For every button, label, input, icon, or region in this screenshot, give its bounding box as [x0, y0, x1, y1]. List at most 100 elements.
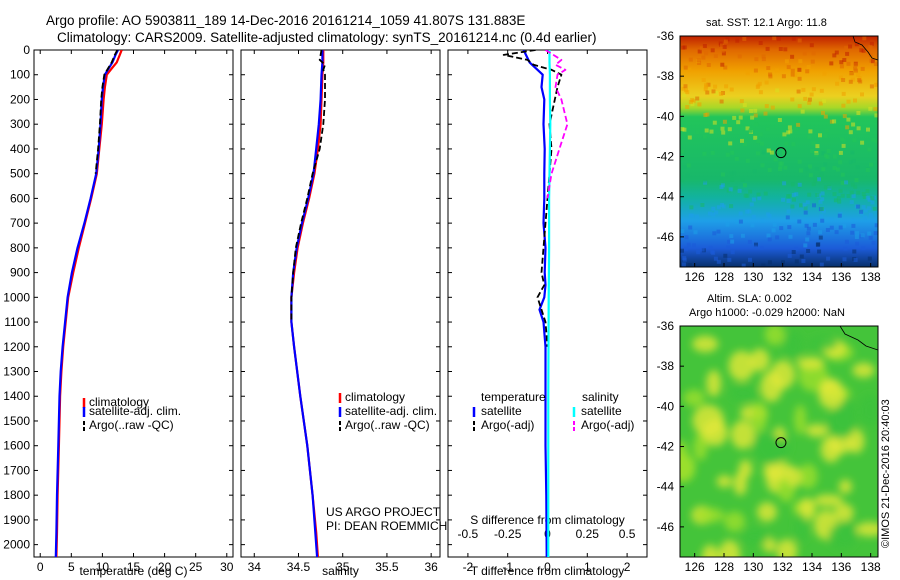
- sst-pixel: [790, 68, 795, 73]
- sst-pixel: [820, 218, 825, 223]
- y-tick-label: 1100: [4, 315, 30, 329]
- sst-pixel: [770, 105, 775, 110]
- sst-pixel: [868, 106, 873, 111]
- sst-pixel: [870, 200, 875, 205]
- sst-pixel: [781, 197, 786, 202]
- sst-pixel: [842, 223, 847, 228]
- sst-pixel: [681, 86, 686, 91]
- map-x-tick-label: 128: [714, 560, 734, 574]
- sst-pixel: [826, 149, 831, 153]
- sst-pixel: [783, 47, 788, 52]
- sst-pixel: [766, 148, 771, 153]
- sst-pixel: [740, 108, 745, 113]
- temperature-series: [54, 50, 123, 557]
- sst-pixel: [833, 198, 838, 203]
- sst-pixel: [719, 91, 724, 96]
- sst-pixel: [687, 135, 692, 140]
- sst-pixel: [734, 219, 739, 224]
- sst-pixel: [805, 69, 810, 74]
- sst-pixel: [706, 63, 711, 67]
- difference-series: [502, 50, 569, 557]
- series-line-temperature-satellite: [522, 50, 548, 557]
- sst-pixel: [716, 229, 721, 234]
- sst-pixel: [832, 165, 837, 170]
- x-tick-label: 2: [624, 560, 631, 574]
- sst-pixel: [686, 163, 691, 168]
- top-tick-label: 0.5: [619, 527, 636, 541]
- temperature-panel: 0 5 10 15 20 25 30 temperature (deg C) 0 100 200 30…: [3, 43, 233, 578]
- sst-pixel: [876, 80, 878, 85]
- sst-pixel: [686, 133, 691, 137]
- y-tick-label: 900: [10, 266, 30, 280]
- sst-pixel: [848, 44, 853, 49]
- sla-blob: [805, 423, 829, 438]
- sst-pixel: [846, 194, 851, 198]
- sst-pixel: [861, 246, 866, 251]
- x-tick-label: 34: [248, 560, 262, 574]
- legend-label-satellite-adj: satellite-adj. clim.: [89, 404, 181, 418]
- sst-pixel: [711, 250, 716, 255]
- sst-pixel: [680, 127, 685, 132]
- salinity-legend: climatology satellite-adj. clim. Argo(..…: [338, 390, 437, 432]
- sst-pixel: [728, 187, 733, 192]
- sst-pixel: [857, 76, 862, 80]
- sst-pixel: [819, 88, 824, 93]
- sst-pixel: [838, 225, 843, 230]
- sst-pixel: [682, 45, 687, 50]
- sst-pixel: [737, 54, 742, 59]
- sst-pixel: [767, 260, 772, 265]
- sst-pixel: [791, 142, 796, 147]
- sst-pixel: [861, 191, 866, 196]
- sst-pixel: [844, 180, 849, 185]
- sla-blob: [858, 394, 878, 426]
- sst-pixel: [860, 233, 865, 238]
- sst-pixel: [745, 158, 750, 163]
- sst-pixel: [707, 211, 712, 216]
- sst-pixel: [712, 231, 717, 236]
- sst-pixel: [761, 263, 766, 267]
- sst-pixel: [873, 118, 878, 123]
- sst-pixel: [781, 265, 786, 267]
- sst-pixel: [838, 160, 843, 165]
- map-y-tick-label: -38: [657, 69, 675, 83]
- sst-pixel: [814, 152, 818, 157]
- sst-pixel: [829, 225, 834, 230]
- sst-pixel: [862, 36, 867, 41]
- sst-pixel: [749, 109, 753, 113]
- sst-pixel: [685, 90, 690, 95]
- sst-pixel: [861, 205, 866, 210]
- sst-pixel: [852, 138, 857, 143]
- sst-pixel: [726, 245, 731, 250]
- legend-label-argo: Argo(..raw -QC): [89, 418, 174, 432]
- series-line-satellite-adj-clim-: [54, 50, 119, 557]
- sst-pixel: [745, 209, 750, 214]
- sst-pixel: [791, 250, 796, 254]
- sst-pixel: [825, 128, 829, 133]
- sla-map-axes: 126 128 130 132 134 136 138 -36 -38 -40 -42 -44 -46: [657, 319, 881, 574]
- sst-pixel: [801, 259, 806, 263]
- sla-blob: [852, 362, 875, 378]
- sst-pixel: [732, 170, 737, 175]
- sst-pixel: [748, 257, 752, 262]
- sst-pixel: [866, 49, 871, 54]
- sst-pixel: [798, 168, 803, 173]
- sla-texture: [680, 326, 878, 557]
- sst-pixel: [848, 160, 853, 165]
- sst-pixel: [859, 209, 864, 214]
- sst-pixel: [841, 143, 846, 148]
- sst-pixel: [703, 113, 708, 117]
- sst-pixel: [761, 54, 766, 59]
- sst-pixel: [711, 89, 716, 94]
- sst-pixel: [786, 209, 791, 214]
- argo-position-marker: [775, 437, 787, 449]
- sst-pixel: [838, 188, 843, 193]
- sst-pixel: [845, 125, 850, 130]
- map-x-tick-label: 134: [802, 560, 822, 574]
- sst-pixel: [700, 247, 705, 252]
- sst-pixel: [874, 223, 878, 228]
- sst-pixel: [800, 109, 805, 114]
- x-tick-label: 0: [37, 560, 44, 574]
- sst-pixel: [851, 194, 856, 199]
- sst-pixel: [794, 126, 799, 131]
